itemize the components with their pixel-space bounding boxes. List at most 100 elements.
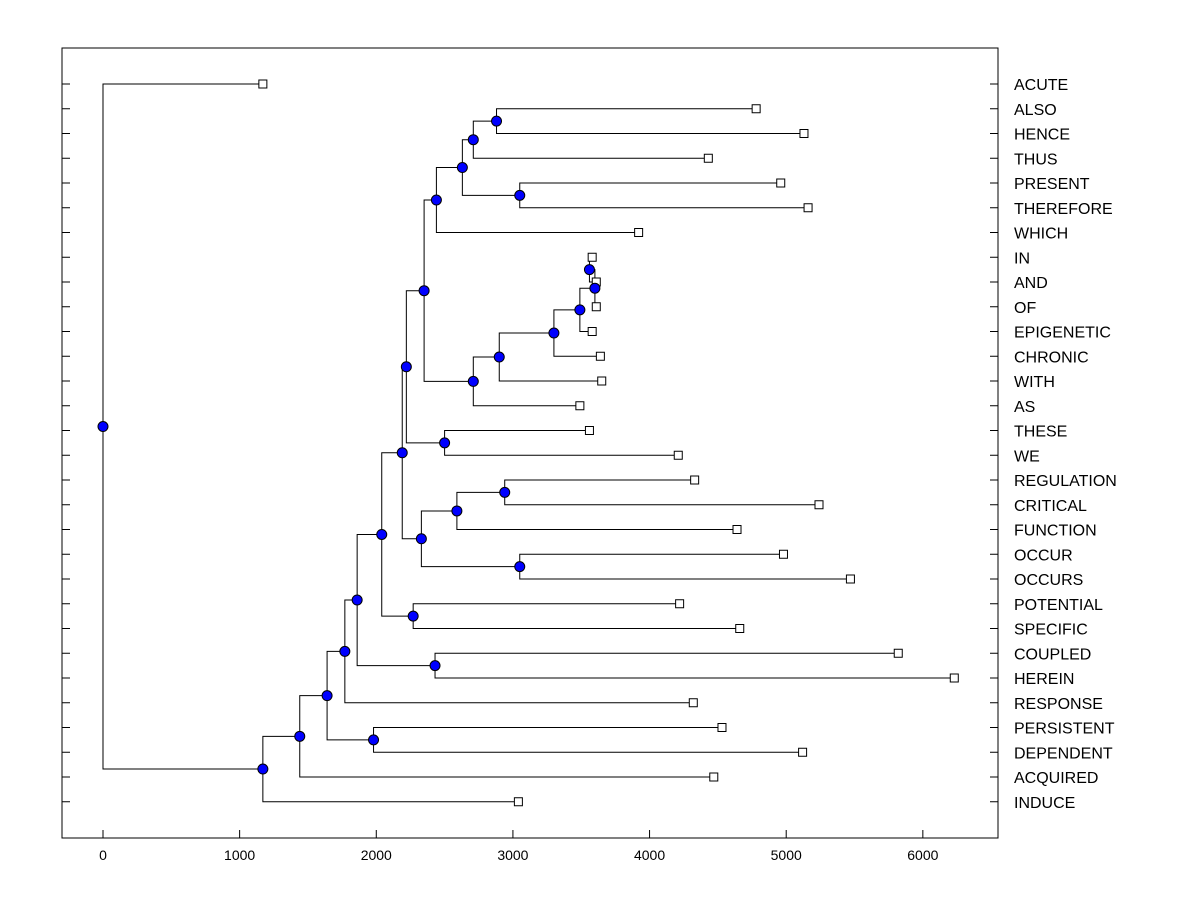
- leaf-marker-of: [591, 302, 601, 312]
- node-marker-n20: [407, 610, 419, 622]
- leaf-label-thus: THUS: [1014, 151, 1058, 168]
- leaf-label-therefore: THEREFORE: [1014, 201, 1113, 218]
- edge-n11-to-which: [435, 200, 639, 233]
- leaf-label-chronic: CHRONIC: [1014, 349, 1089, 366]
- node-marker-n18: [415, 533, 427, 545]
- edge-n21-to-n20: [381, 534, 414, 617]
- leaf-label-present: PRESENT: [1014, 176, 1090, 193]
- edge-n16-to-function: [456, 510, 738, 530]
- edge-n27-to-n26: [299, 695, 328, 737]
- edge-n26-to-n24: [326, 650, 345, 696]
- leaf-label-hence: HENCE: [1014, 127, 1070, 144]
- leaf-marker-we: [673, 450, 683, 460]
- leaf-marker-in: [587, 252, 597, 262]
- left-axis-ticks: [62, 83, 70, 803]
- node-marker-n6: [467, 375, 479, 387]
- leaf-marker-response: [688, 698, 698, 708]
- node-marker-n19: [396, 447, 408, 459]
- node-marker-n3: [574, 304, 586, 316]
- edge-n4-to-chronic: [553, 333, 601, 357]
- edge-n28-to-n27: [262, 735, 300, 770]
- edge-n22-to-coupled: [434, 652, 899, 666]
- node-marker-n8: [467, 134, 479, 146]
- leaf-marker-therefore: [803, 203, 813, 213]
- leaf-marker-thus: [703, 153, 713, 163]
- edge-root-to-n28: [102, 426, 263, 770]
- leaf-label-epigenetic: EPIGENETIC: [1014, 325, 1111, 342]
- leaf-labels: ACUTE ALSO HENCE THUS PRESENT THEREFORE WHICH I…: [1014, 77, 1117, 812]
- right-axis-ticks: [990, 83, 998, 803]
- leaf-label-as: AS: [1014, 399, 1035, 416]
- edge-n16-to-n15: [456, 491, 505, 511]
- leaf-label-which: WHICH: [1014, 226, 1068, 243]
- leaf-label-response: RESPONSE: [1014, 696, 1103, 713]
- plot-frame: [61, 47, 999, 839]
- leaf-label-specific: SPECIFIC: [1014, 622, 1088, 639]
- edge-n9-to-therefore: [519, 195, 809, 209]
- x-tick-label-4000: 4000: [634, 847, 665, 863]
- x-tick-label-3000: 3000: [497, 847, 528, 863]
- leaf-marker-these: [584, 426, 594, 435]
- edge-n5-to-n4: [498, 332, 554, 358]
- leaf-marker-function: [732, 525, 742, 534]
- edge-n6-to-as: [472, 381, 580, 407]
- node-marker-n12: [418, 285, 430, 297]
- leaf-label-also: ALSO: [1014, 102, 1057, 119]
- leaf-label-coupled: COUPLED: [1014, 646, 1091, 663]
- leaf-marker-herein: [949, 673, 959, 683]
- edge-n27-to-acquired: [299, 736, 714, 778]
- node-marker-root: [97, 421, 109, 433]
- leaf-label-herein: HEREIN: [1014, 671, 1074, 688]
- leaf-label-regulation: REGULATION: [1014, 473, 1117, 490]
- node-marker-n27: [294, 730, 306, 742]
- x-tick-label-5000: 5000: [771, 847, 802, 863]
- leaf-label-and: AND: [1014, 275, 1048, 292]
- edge-n24-to-response: [344, 651, 694, 704]
- leaf-marker-present: [776, 178, 786, 188]
- node-marker-n14: [400, 361, 412, 373]
- leaf-marker-as: [575, 401, 585, 411]
- dendrogram-edges: [102, 83, 955, 803]
- leaf-marker-dependent: [798, 747, 808, 757]
- edge-root-to-acute: [102, 83, 263, 427]
- edge-n5-to-with: [498, 357, 602, 382]
- edge-n25-to-persistent: [373, 727, 722, 740]
- node-marker-n13: [439, 437, 451, 449]
- edge-n7-to-hence: [496, 121, 804, 134]
- leaf-marker-which: [634, 228, 644, 237]
- edge-n18-to-n16: [420, 510, 457, 539]
- edge-n26-to-n25: [326, 695, 374, 741]
- edge-n23-to-n21: [356, 533, 382, 601]
- edge-n20-to-specific: [412, 616, 740, 629]
- node-marker-n28: [257, 763, 269, 775]
- edge-n15-to-regulation: [504, 479, 695, 493]
- leaf-marker-acute: [258, 79, 268, 89]
- leaf-label-dependent: DEPENDENT: [1014, 745, 1113, 762]
- edge-n25-to-dependent: [373, 739, 803, 753]
- node-marker-n21: [376, 528, 388, 540]
- edge-n12-to-n11: [423, 199, 437, 291]
- node-marker-n9: [514, 189, 526, 201]
- node-marker-n22: [429, 660, 441, 672]
- leaf-label-acute: ACUTE: [1014, 77, 1068, 94]
- x-tick-label-6000: 6000: [907, 847, 938, 863]
- leaf-label-critical: CRITICAL: [1014, 498, 1087, 515]
- leaf-label-we: WE: [1014, 448, 1040, 465]
- leaf-marker-regulation: [690, 475, 700, 485]
- leaf-label-occur: OCCUR: [1014, 547, 1073, 564]
- edge-n21-to-n19: [381, 452, 403, 535]
- edge-n11-to-n10: [435, 167, 463, 201]
- leaf-label-potential: POTENTIAL: [1014, 597, 1103, 614]
- edge-n18-to-n17: [420, 538, 520, 568]
- node-marker-n5: [493, 351, 505, 363]
- node-marker-n4: [548, 327, 560, 339]
- edge-n28-to-induce: [262, 769, 519, 803]
- leaf-markers: [258, 79, 959, 807]
- leaf-marker-specific: [735, 624, 745, 633]
- edge-n10-to-n9: [461, 167, 520, 196]
- edge-n12-to-n6: [423, 290, 474, 382]
- edge-n15-to-critical: [504, 492, 819, 506]
- leaf-marker-persistent: [717, 723, 727, 732]
- leaf-marker-induce: [513, 797, 523, 807]
